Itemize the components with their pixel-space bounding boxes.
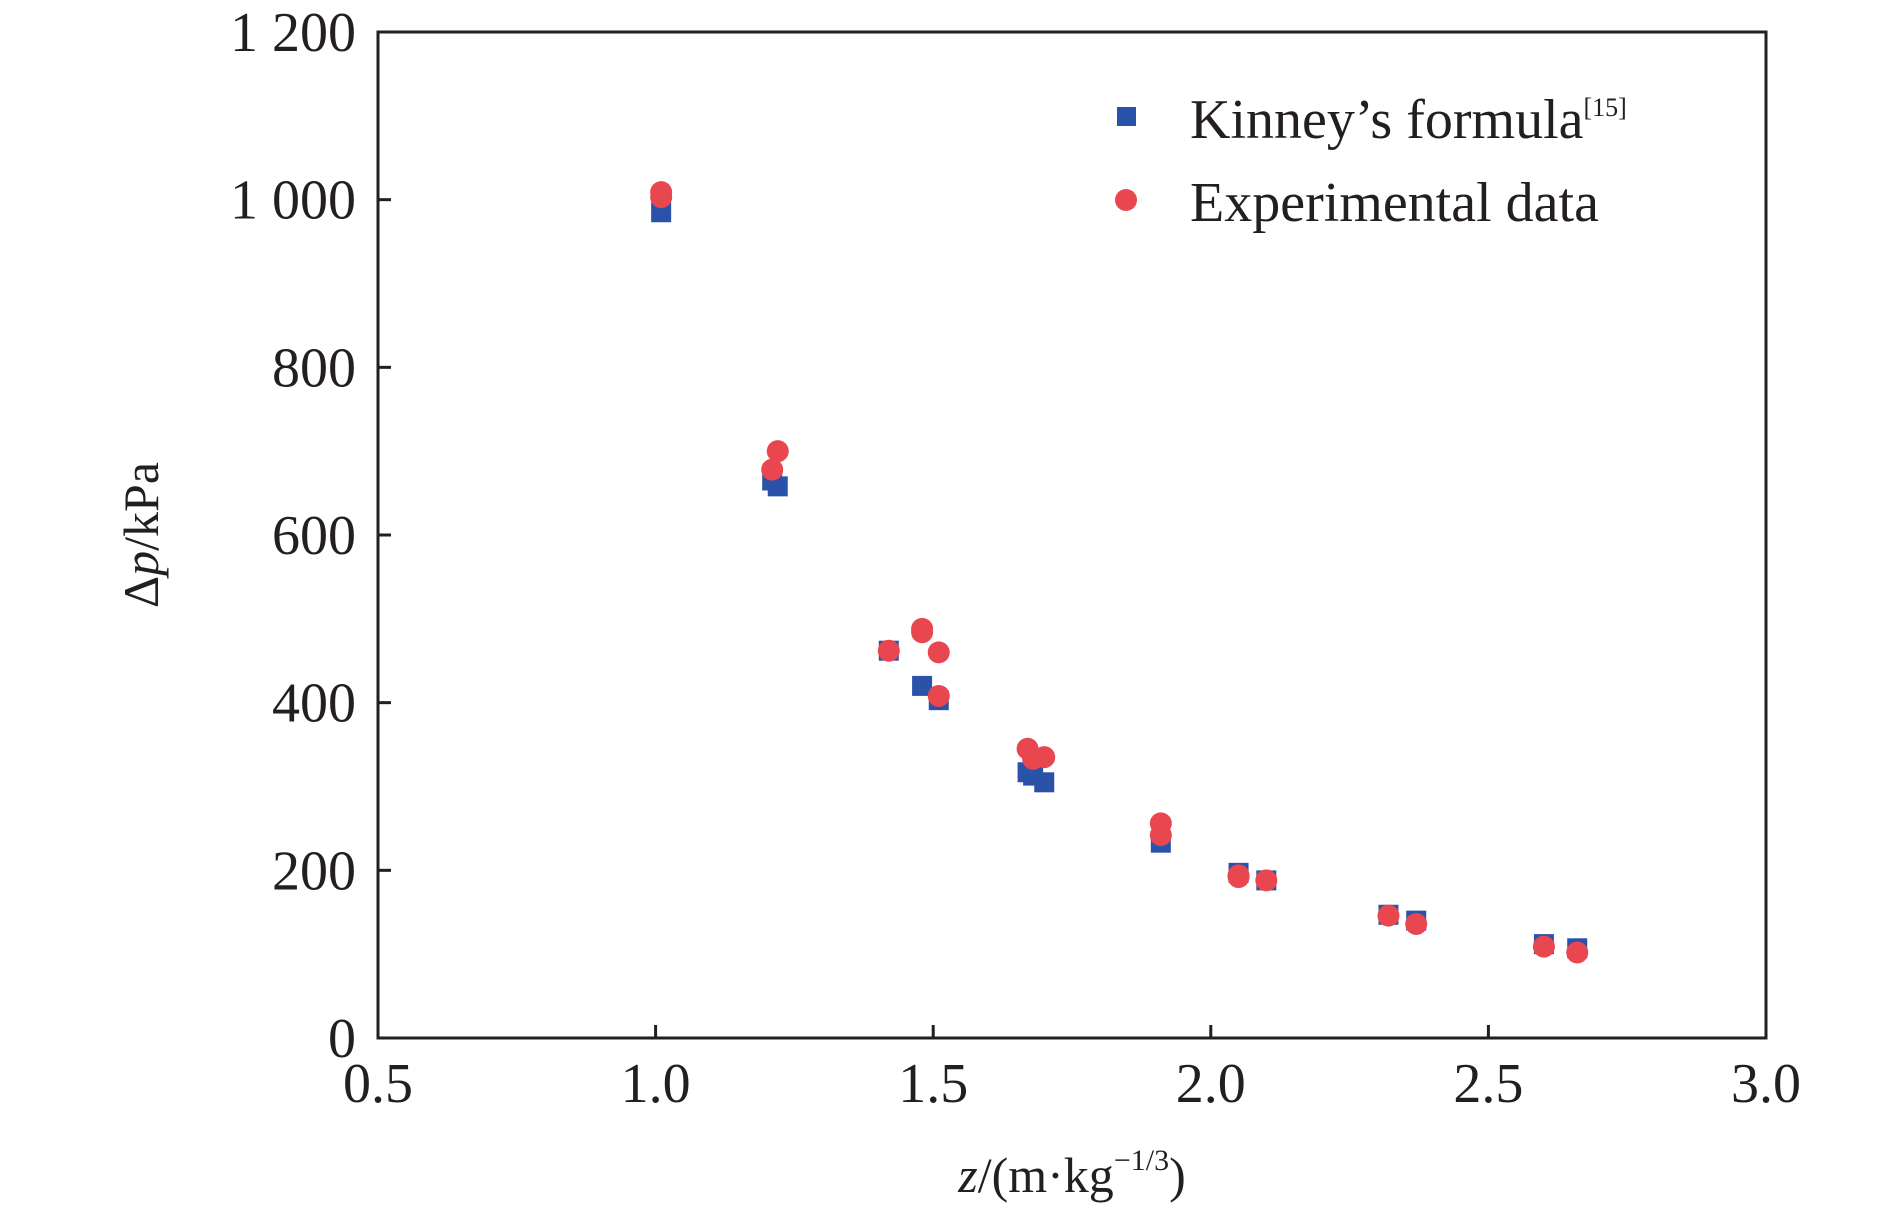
x-label-unit: /(m·kg	[978, 1147, 1114, 1203]
legend-label-kinneys-formula: Kinney’s formula[15]	[1190, 89, 1627, 151]
y-tick-label: 1 200	[230, 2, 356, 64]
x-label-variable: z	[957, 1147, 977, 1203]
y-tick-label: 600	[272, 505, 356, 567]
legend-marker-experimental-data	[1115, 189, 1137, 211]
legend-label-experimental-data: Experimental data	[1190, 172, 1599, 234]
y-tick-label: 800	[272, 337, 356, 399]
y-tick-label: 1 000	[230, 170, 356, 232]
experimental-data-point	[1150, 824, 1172, 846]
x-tick-label: 2.0	[1176, 1053, 1246, 1115]
legend-marker-kinneys-formula	[1117, 107, 1136, 126]
x-label-close: )	[1169, 1147, 1186, 1203]
experimental-data-point	[1533, 936, 1555, 958]
x-label-exponent: −1/3	[1114, 1144, 1169, 1177]
experimental-data-point	[1228, 864, 1250, 886]
x-tick-label: 1.5	[898, 1053, 968, 1115]
scatter-chart: 0.5 1.0 1.5 2.0 2.5 3.002004006008001 0001 20…	[0, 0, 1890, 1210]
experimental-data-point	[911, 621, 933, 643]
experimental-data-point	[928, 641, 950, 663]
x-tick-label: 2.5	[1453, 1053, 1523, 1115]
experimental-data-point	[767, 440, 789, 462]
y-tick-label: 200	[272, 840, 356, 902]
experimental-data-point	[650, 186, 672, 208]
x-tick-label: 1.0	[621, 1053, 691, 1115]
experimental-data-point	[1255, 869, 1277, 891]
legend-label-main: Kinney’s formula	[1190, 89, 1584, 151]
y-label-variable: p	[113, 551, 169, 579]
legend-label-superscript: [15]	[1583, 93, 1626, 122]
experimental-data-point	[1033, 746, 1055, 768]
x-tick-label: 3.0	[1731, 1053, 1801, 1115]
experimental-data-point	[878, 640, 900, 662]
y-tick-label: 400	[272, 673, 356, 735]
experimental-data-point	[1405, 913, 1427, 935]
y-axis-label: Δp/kPa	[113, 462, 169, 608]
experimental-data-point	[1377, 905, 1399, 927]
y-label-unit: /kPa	[113, 462, 169, 551]
experimental-data-point	[1566, 941, 1588, 963]
y-tick-label: 0	[328, 1008, 356, 1070]
y-label-delta: Δ	[113, 576, 169, 608]
kinney-formula-point	[1034, 772, 1054, 792]
experimental-data-point	[928, 685, 950, 707]
